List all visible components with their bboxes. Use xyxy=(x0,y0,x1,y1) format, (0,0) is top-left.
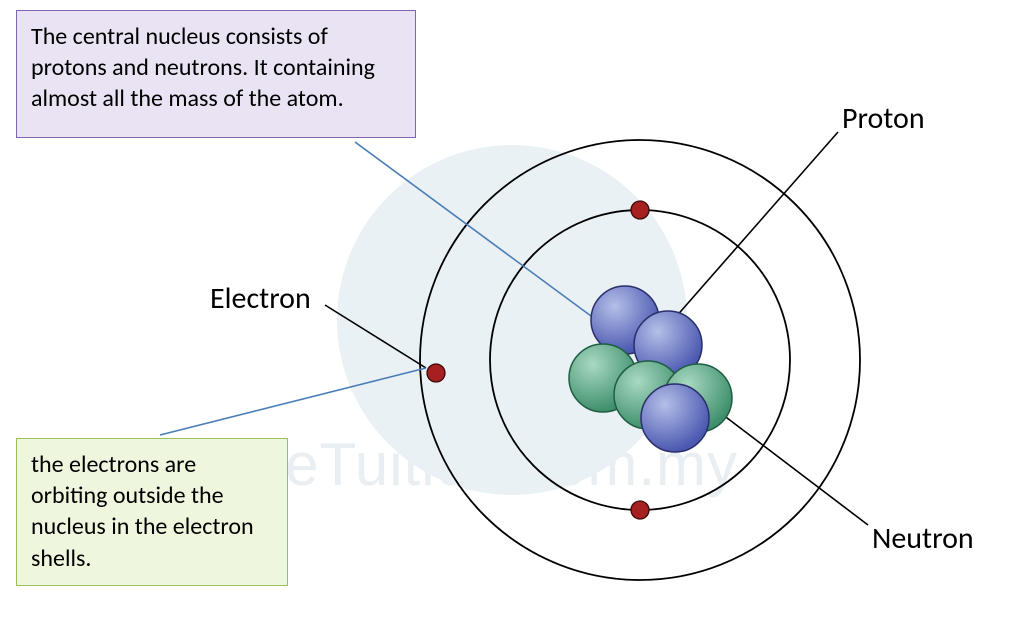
proton-label: Proton xyxy=(842,100,925,137)
neutron-label: Neutron xyxy=(872,520,974,557)
electron-callout-box: the electrons are orbiting outside the n… xyxy=(16,438,288,586)
nucleus-callout-box: The central nucleus consists of protons … xyxy=(16,10,416,138)
electron-callout-text: the electrons are orbiting outside the n… xyxy=(31,450,254,573)
nucleus-callout-text: The central nucleus consists of protons … xyxy=(31,22,375,113)
electron-label: Electron xyxy=(210,280,311,317)
